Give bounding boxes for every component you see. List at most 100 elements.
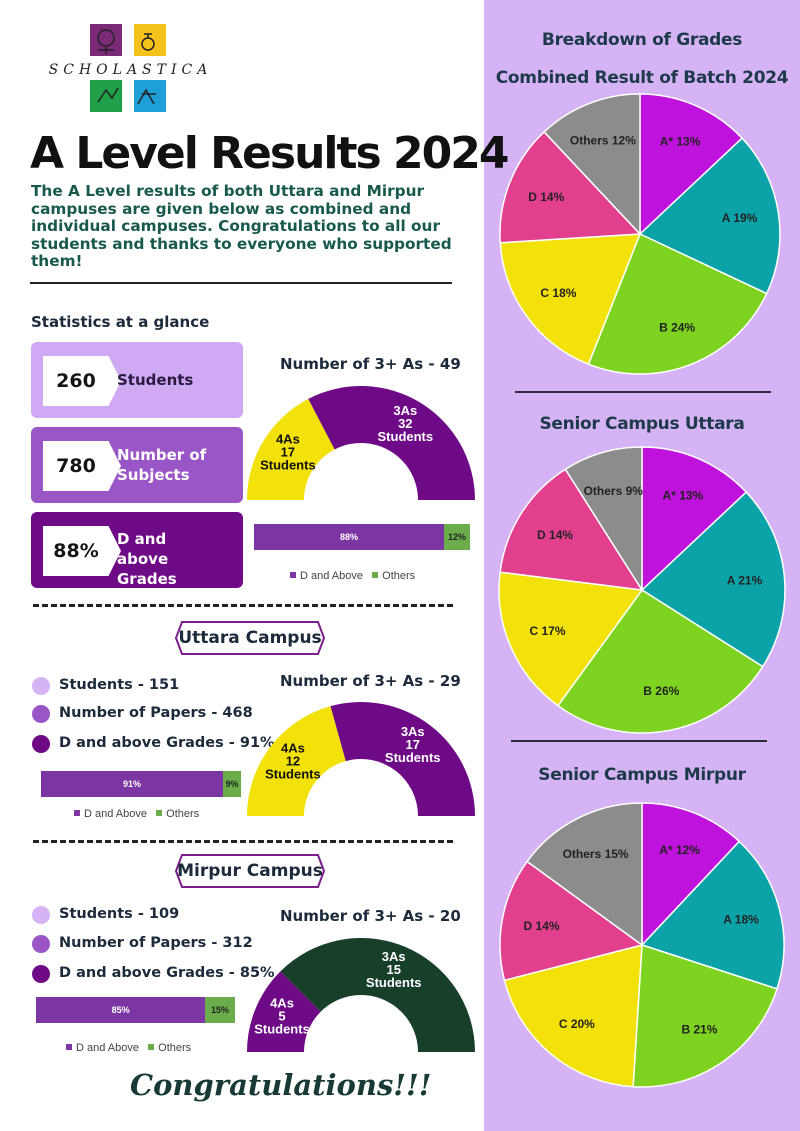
uttara-campus-label: Uttara Campus <box>178 628 322 648</box>
mirpur-arc-title: Number of 3+ As - 20 <box>280 907 461 925</box>
pie-slice-astar <box>639 93 744 236</box>
combined-pie-title: Combined Result of Batch 2024 <box>495 68 789 88</box>
logo-wordmark: SCHOLASTICA <box>48 62 213 78</box>
pie-slice-label: A 19% <box>722 211 758 225</box>
arc-label-4as: 4As <box>281 740 305 755</box>
arc-label-4as: 4As <box>276 432 300 447</box>
arc-label-4as: 5 <box>278 1008 285 1023</box>
mirpur-campus-label: Mirpur Campus <box>177 861 323 881</box>
legend-main: D and Above <box>76 1042 139 1054</box>
pie-slice-b <box>587 232 768 375</box>
pie-slice-c <box>499 233 642 366</box>
bullet-dot <box>32 965 50 983</box>
pie-slice-label: B 21% <box>681 1023 717 1037</box>
combined-grades-pie: A* 13% A 19% B 24% C 18% D 14% Others 12% <box>499 93 781 375</box>
bullet-text: D and above Grades - 85% <box>59 965 275 981</box>
pie-slice-astar <box>641 802 741 947</box>
arc-label-3as: Students <box>378 429 434 444</box>
pie-slice-c <box>498 571 644 707</box>
pie-slice-label: A* 13% <box>663 489 704 503</box>
scholastica-logo: SCHOLASTICA <box>28 22 233 116</box>
legend-swatch <box>290 572 296 578</box>
pie-slice-d <box>499 468 644 591</box>
tag-shape <box>174 621 326 655</box>
legend-other: Others <box>158 1042 192 1054</box>
pie-slice-label: B 24% <box>659 321 695 335</box>
arc-segment-4as <box>247 971 321 1052</box>
congratulations-text: Congratulations!!! <box>130 1068 432 1102</box>
uttara-campus-tag: Uttara Campus <box>174 620 326 656</box>
bar-other-label: 12% <box>448 532 467 542</box>
stat-tag: 260 <box>43 356 121 406</box>
pie-slice-label: A 21% <box>727 573 763 587</box>
legend-swatch <box>66 1044 72 1050</box>
mirpur-grades-bar: 85% 15% <box>36 997 235 1023</box>
divider <box>30 282 452 284</box>
pie-slice-others <box>526 802 643 947</box>
bar-main-label: 88% <box>340 532 359 542</box>
stat-box-grades: 88% D and above Grades <box>31 512 243 588</box>
pie-slice-c <box>503 944 643 1088</box>
bullet-dot <box>32 935 50 953</box>
arc-label-3as: Students <box>366 975 422 990</box>
bar-other-label: 9% <box>225 779 239 789</box>
arc-label-4as: Students <box>265 766 321 781</box>
pie-slice-label: A 18% <box>723 913 759 927</box>
pie-slice-label: Others 12% <box>570 133 636 147</box>
page-title: A Level Results 2024 <box>30 128 509 179</box>
stat-label: Number of Subjects <box>117 446 207 484</box>
legend-main: D and Above <box>300 570 363 582</box>
pie-slice-label: A* 12% <box>659 843 700 857</box>
pie-slice-b <box>632 943 778 1088</box>
pie-slice-label: A* 13% <box>660 134 701 148</box>
arc-segment-3as <box>330 702 475 816</box>
arc-label-3as: 3As <box>401 724 425 739</box>
pie-slice-b <box>556 588 764 734</box>
grades-heading: Breakdown of Grades <box>541 30 743 50</box>
stat-value: 260 <box>56 370 96 392</box>
pie-slice-label: D 14% <box>524 919 560 933</box>
pie-slice-label: D 14% <box>537 528 573 542</box>
arc-label-4as: 12 <box>286 753 300 768</box>
bar-other-segment: 12% <box>444 524 470 550</box>
pie-slice-label: C 17% <box>529 624 565 638</box>
divider <box>511 740 767 742</box>
pie-slice-a <box>638 137 781 295</box>
pie-slice-others <box>564 446 643 593</box>
legend-main: D and Above <box>84 808 147 820</box>
pie-slice-label: C 18% <box>540 286 576 300</box>
arc-label-3as: 3As <box>382 949 406 964</box>
bar-legend: D and Above Others <box>66 1042 191 1054</box>
bullet-text: Students - 151 <box>59 677 180 693</box>
stats-heading: Statistics at a glance <box>31 313 210 331</box>
divider <box>33 604 453 607</box>
pie-slice-label: D 14% <box>528 190 564 204</box>
stat-tag: 780 <box>43 441 121 491</box>
divider <box>33 840 453 843</box>
arc-label-3as: 3As <box>393 403 417 418</box>
bar-legend: D and Above Others <box>290 570 415 582</box>
arc-label-3as: 17 <box>406 737 420 752</box>
bar-main-segment: 88% <box>254 524 445 550</box>
arc-label-3as: Students <box>385 750 441 765</box>
logo-tile-science <box>134 24 166 56</box>
stat-box-students: 260 Students <box>31 342 243 418</box>
uttara-pie-title: Senior Campus Uttara <box>539 414 745 434</box>
pie-slice-label: Others 9% <box>584 484 644 498</box>
bullet-text: Number of Papers - 468 <box>59 705 253 721</box>
stat-value: 780 <box>56 455 96 477</box>
stat-label: D and above Grades <box>117 530 177 588</box>
stat-box-subjects: 780 Number of Subjects <box>31 427 243 503</box>
pie-slice-astar <box>641 446 748 592</box>
bar-legend: D and Above Others <box>74 808 199 820</box>
bar-main-segment: 85% <box>36 997 206 1023</box>
arc-label-4as: 4As <box>270 995 294 1010</box>
mirpur-pie-title: Senior Campus Mirpur <box>538 765 746 785</box>
pie-slice-d <box>499 130 642 244</box>
arc-segment-3as <box>280 938 475 1052</box>
bullet-dot <box>32 906 50 924</box>
stat-value: 88% <box>53 540 99 562</box>
bar-main-label: 91% <box>122 779 141 789</box>
